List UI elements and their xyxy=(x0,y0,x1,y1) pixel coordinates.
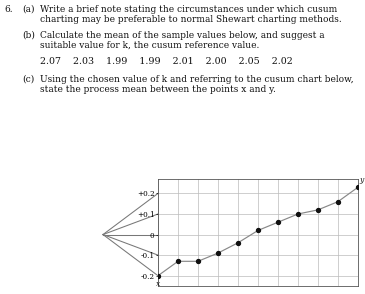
Point xyxy=(195,259,201,264)
Point xyxy=(155,273,161,278)
Point xyxy=(175,259,181,264)
Text: (c): (c) xyxy=(22,75,34,84)
Point xyxy=(315,208,321,212)
Text: (b): (b) xyxy=(22,31,35,40)
Text: 2.07    2.03    1.99    1.99    2.01    2.00    2.05    2.02: 2.07 2.03 1.99 1.99 2.01 2.00 2.05 2.02 xyxy=(40,57,293,66)
Point xyxy=(355,185,361,190)
Text: suitable value for k, the cusum reference value.: suitable value for k, the cusum referenc… xyxy=(40,41,260,50)
Text: x: x xyxy=(156,280,160,288)
Point xyxy=(335,199,341,204)
Point xyxy=(255,228,261,233)
Point xyxy=(295,212,301,216)
Text: Write a brief note stating the circumstances under which cusum: Write a brief note stating the circumsta… xyxy=(40,5,337,14)
Text: Using the chosen value of k and referring to the cusum chart below,: Using the chosen value of k and referrin… xyxy=(40,75,354,84)
Text: Calculate the mean of the sample values below, and suggest a: Calculate the mean of the sample values … xyxy=(40,31,324,40)
Text: state the process mean between the points x and y.: state the process mean between the point… xyxy=(40,85,276,94)
Text: 6.: 6. xyxy=(4,5,13,14)
Point xyxy=(275,220,281,225)
Text: y: y xyxy=(359,176,363,184)
Text: charting may be preferable to normal Shewart charting methods.: charting may be preferable to normal She… xyxy=(40,15,342,24)
Text: (a): (a) xyxy=(22,5,35,14)
Point xyxy=(215,251,221,255)
Point xyxy=(235,240,241,245)
